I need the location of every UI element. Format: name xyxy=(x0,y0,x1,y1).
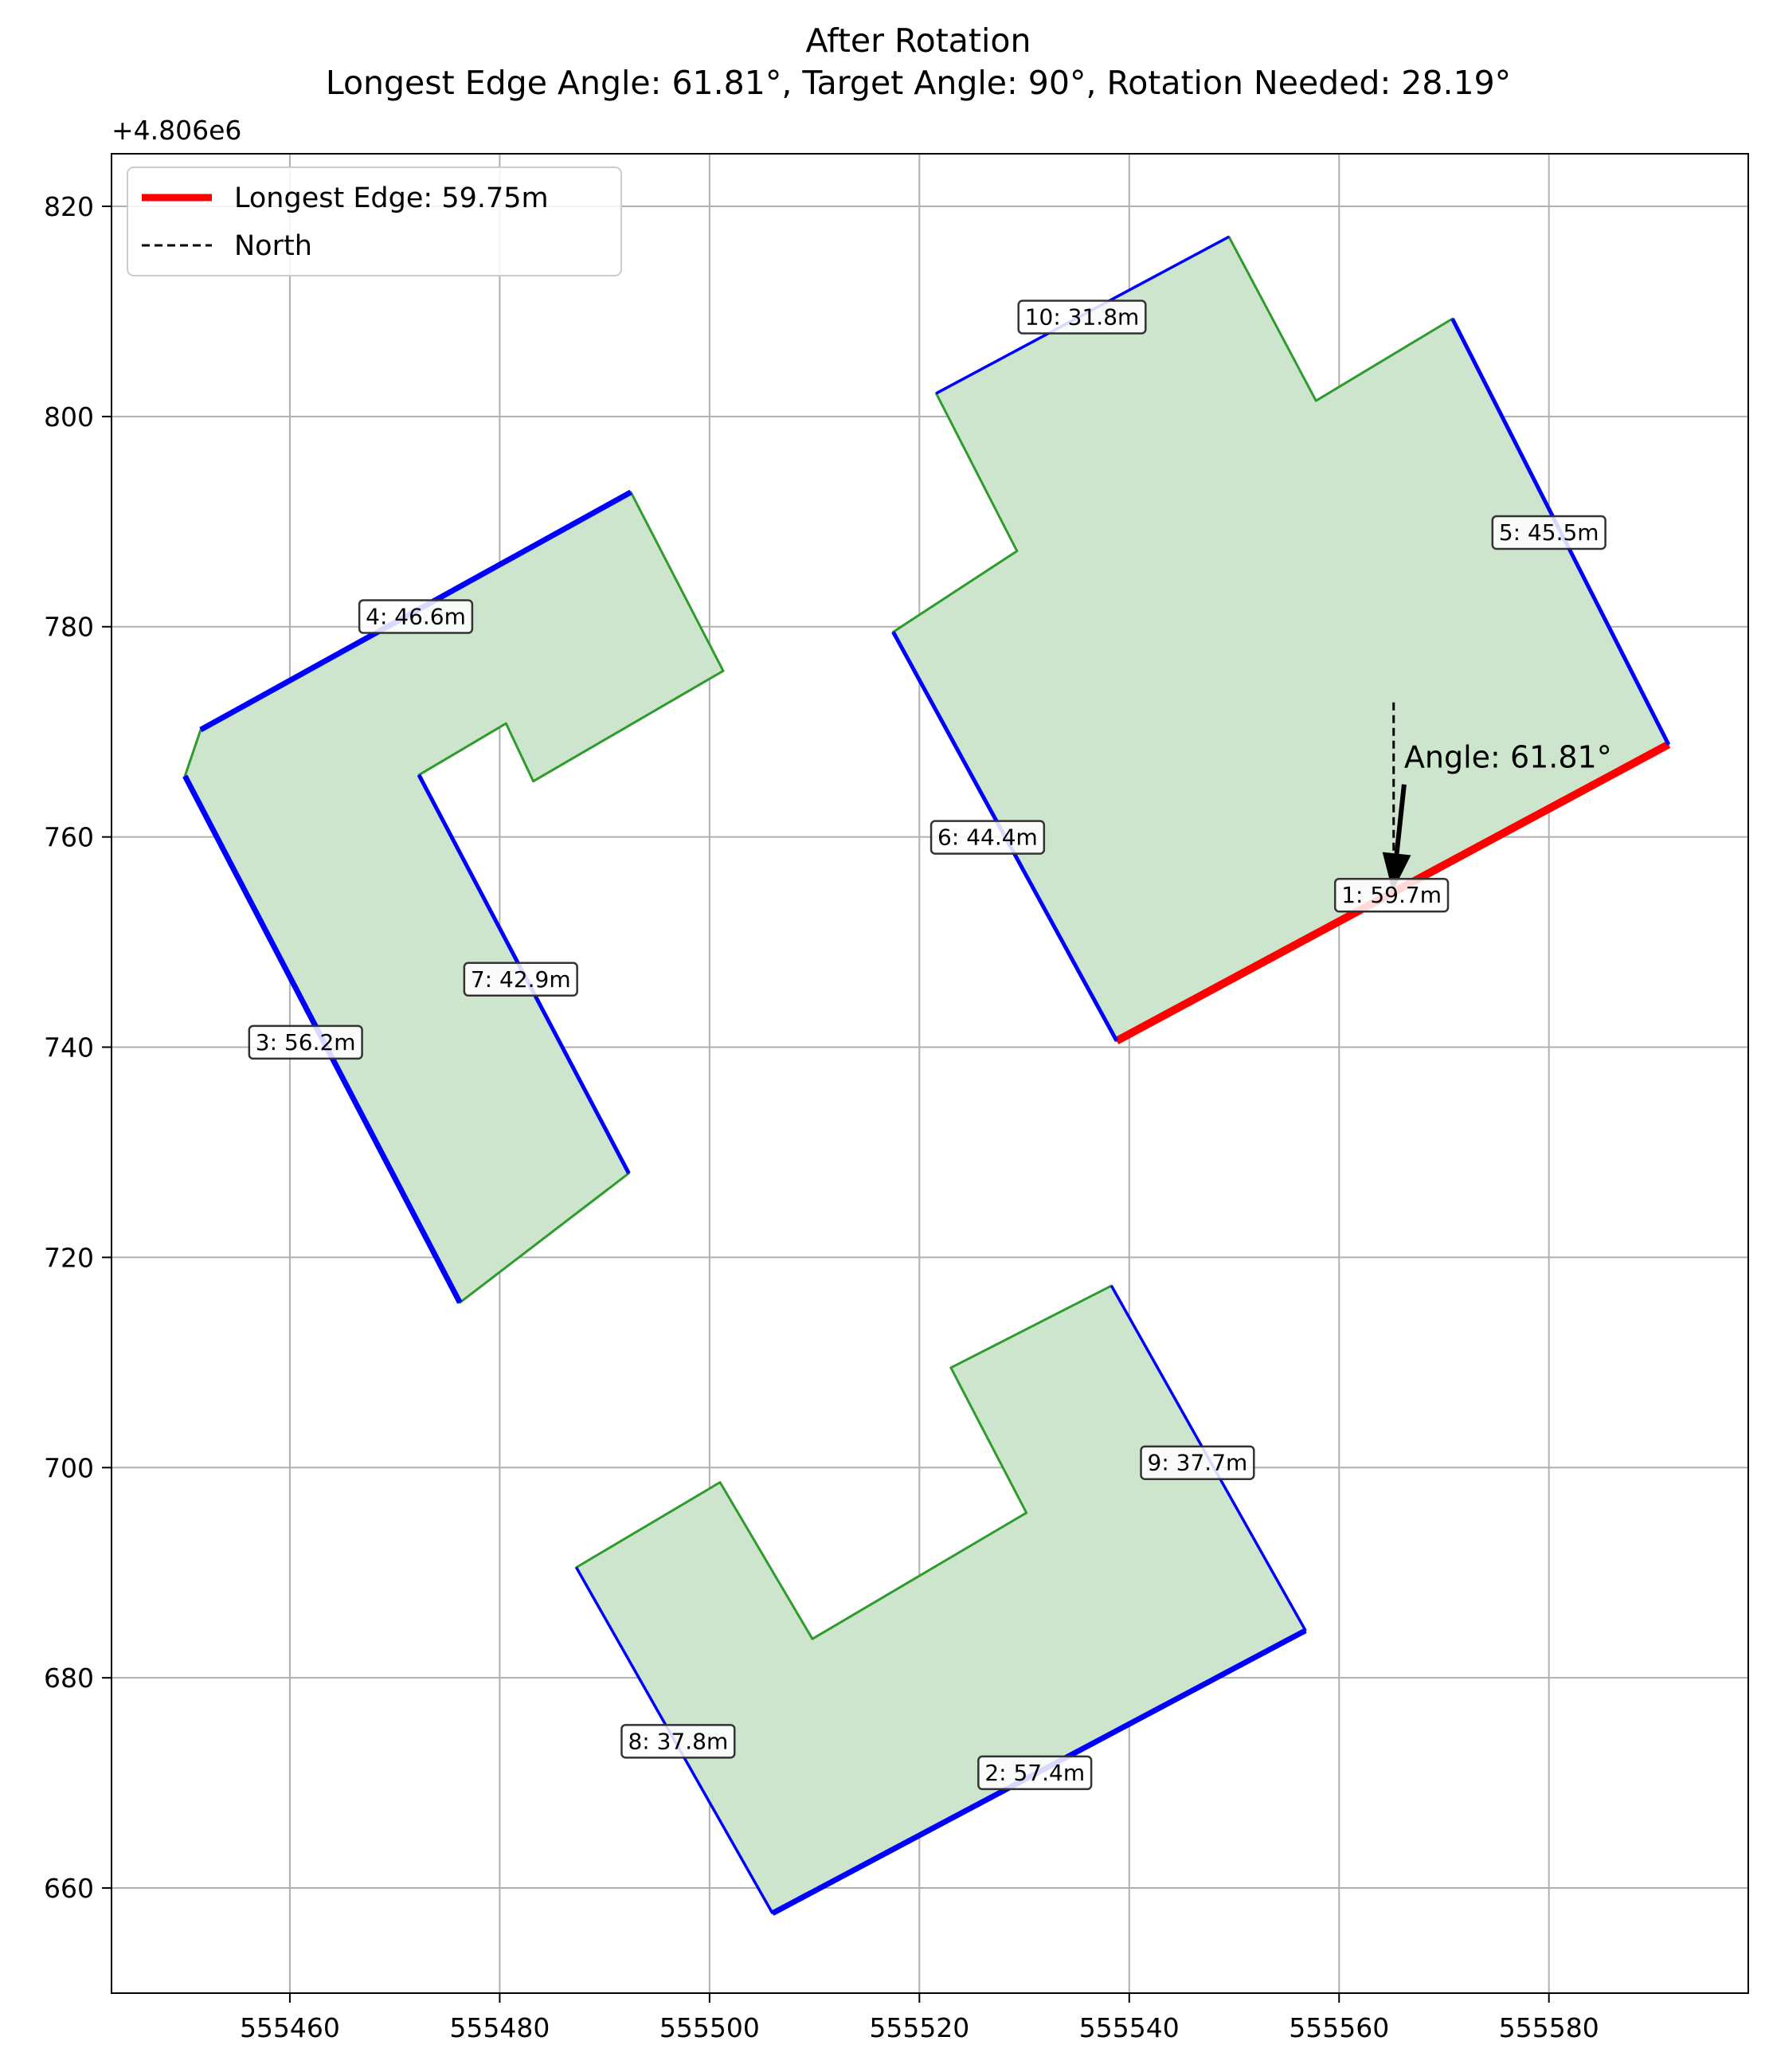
edge-label-box xyxy=(1491,515,1607,550)
edge-label: 8: 37.8m xyxy=(620,1724,736,1759)
y-tick-label: 720 xyxy=(44,1242,94,1273)
edge-label-box xyxy=(620,1724,736,1759)
angle-annotation-text: Angle: 61.81° xyxy=(1404,740,1612,775)
edge-label-text: 2: 57.4m xyxy=(984,1760,1085,1786)
edge-label: 1: 59.7m xyxy=(1333,877,1450,913)
edge-label-text: 4: 46.6m xyxy=(366,604,466,630)
angle-annotation: Angle: 61.81° xyxy=(1382,702,1612,892)
edge-label-box xyxy=(977,1755,1093,1791)
x-tick-label: 555480 xyxy=(449,2012,550,2043)
y-tick-label: 700 xyxy=(44,1452,94,1483)
building-polygon-2 xyxy=(891,235,1670,1043)
edge-label-text: 5: 45.5m xyxy=(1499,519,1599,546)
legend-box xyxy=(127,166,622,276)
legend-label-north: North xyxy=(234,230,312,262)
edge-label-box xyxy=(358,599,474,634)
plot-frame xyxy=(111,153,1749,1994)
edge-label-text: 9: 37.7m xyxy=(1148,1450,1248,1476)
legend: Longest Edge: 59.75m North xyxy=(127,166,622,276)
y-offset-label: +4.806e6 xyxy=(112,115,241,146)
polygon-layer xyxy=(183,235,1670,1915)
edge-label-text: 7: 42.9m xyxy=(471,966,571,993)
edge-label: 6: 44.4m xyxy=(929,820,1046,855)
edge-label-box xyxy=(929,820,1046,855)
y-tick-label: 680 xyxy=(44,1663,94,1694)
edge-label: 3: 56.2m xyxy=(248,1024,363,1060)
edge-label-text: 6: 44.4m xyxy=(937,824,1038,851)
chart-title: After Rotation xyxy=(806,22,1031,60)
y-tick-label: 800 xyxy=(44,401,94,433)
y-tick-label: 760 xyxy=(44,822,94,853)
edge-label-box xyxy=(1140,1445,1255,1480)
edge-label-text: 3: 56.2m xyxy=(256,1029,356,1056)
x-tick-label: 555580 xyxy=(1499,2012,1599,2043)
edge-label: 5: 45.5m xyxy=(1491,515,1607,550)
edge-label-box xyxy=(248,1024,363,1060)
edge-label-box xyxy=(1017,300,1147,335)
edge-label-text: 10: 31.8m xyxy=(1025,304,1140,331)
chart-subtitle: Longest Edge Angle: 61.81°, Target Angle… xyxy=(326,64,1511,102)
edge-labels: 4: 46.6m 7: 42.9m 3: 56.2m 1: 59.7m 5: 45.5m… xyxy=(248,300,1607,1791)
edge-label: 2: 57.4m xyxy=(977,1755,1093,1791)
edge-label: 9: 37.7m xyxy=(1140,1445,1255,1480)
x-tick-label: 555540 xyxy=(1079,2012,1180,2043)
edge-label: 7: 42.9m xyxy=(463,962,578,997)
x-tick-label: 555500 xyxy=(659,2012,760,2043)
x-tick-label: 555560 xyxy=(1289,2012,1389,2043)
legend-label-longest-edge: Longest Edge: 59.75m xyxy=(234,182,549,214)
edge-label: 10: 31.8m xyxy=(1017,300,1147,335)
x-tick-label: 555460 xyxy=(240,2012,340,2043)
y-tick-label: 780 xyxy=(44,612,94,643)
edge-label-box xyxy=(1333,877,1450,913)
building-polygon-3 xyxy=(575,1284,1307,1915)
angle-arrow-shaft xyxy=(1394,784,1407,854)
x-tick-label: 555520 xyxy=(869,2012,969,2043)
axis-ticks: 555460 555480 555500 555520 555540 555560 5555… xyxy=(44,191,1599,2043)
y-tick-label: 740 xyxy=(44,1032,94,1063)
edge-label-text: 8: 37.8m xyxy=(628,1728,728,1754)
angle-arrow-head xyxy=(1382,852,1411,892)
edge-label-box xyxy=(463,962,578,997)
y-tick-label: 660 xyxy=(44,1873,94,1904)
edge-label: 4: 46.6m xyxy=(358,599,474,634)
y-tick-label: 820 xyxy=(44,191,94,222)
edge-label-text: 1: 59.7m xyxy=(1341,882,1442,908)
